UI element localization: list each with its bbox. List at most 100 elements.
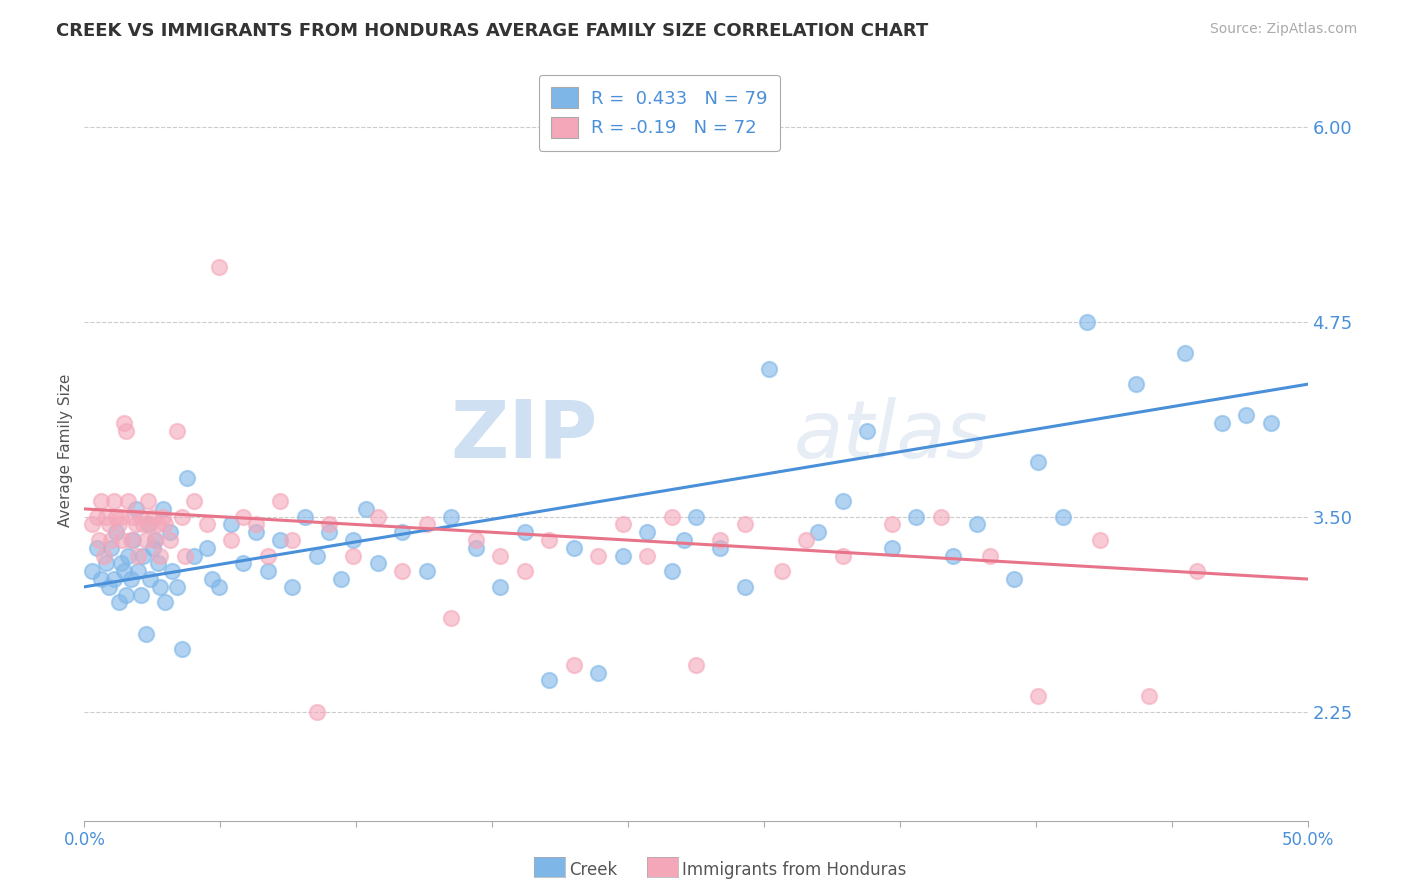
Point [245,517,267,532]
Point [87,533,110,547]
Point [110,557,132,571]
Point [464,541,486,555]
Point [305,705,328,719]
Point [100,541,122,555]
Text: ZIP: ZIP [451,397,598,475]
Point [538,533,561,547]
Point [929,509,952,524]
Point [110,509,132,524]
Point [318,525,340,540]
Point [342,533,364,547]
Point [636,525,658,540]
Legend: R =  0.433   N = 79, R = -0.19   N = 72: R = 0.433 N = 79, R = -0.19 N = 72 [538,75,780,151]
Y-axis label: Average Family Size: Average Family Size [58,374,73,527]
Point [257,564,280,578]
Point [489,549,512,563]
Point [1028,689,1050,703]
Point [734,580,756,594]
Point [127,564,149,578]
Point [86,509,108,524]
Point [1211,416,1233,430]
Point [125,502,148,516]
Point [942,549,965,563]
Point [195,517,218,532]
Point [105,509,128,524]
Point [135,626,157,640]
Point [1088,533,1111,547]
Point [129,509,152,524]
Point [1125,377,1147,392]
Point [794,533,817,547]
Point [115,588,138,602]
Point [127,549,149,563]
Point [257,549,280,563]
Point [880,517,903,532]
Point [172,642,194,657]
Point [464,533,486,547]
Point [219,517,242,532]
Point [166,580,188,594]
Point [294,509,316,524]
Point [612,517,634,532]
Point [136,494,159,508]
Point [183,494,205,508]
Point [342,549,364,563]
Point [173,549,195,563]
Point [149,580,172,594]
Point [208,580,231,594]
Point [172,509,194,524]
Text: atlas: atlas [794,397,988,475]
Point [80,517,103,532]
Point [232,557,254,571]
Point [269,494,291,508]
Point [440,611,463,625]
Point [586,549,609,563]
Point [880,541,903,555]
Point [97,580,120,594]
Point [269,533,291,547]
Point [1002,572,1025,586]
Point [166,424,188,438]
Point [685,657,707,672]
Point [219,533,242,547]
Point [1236,409,1258,423]
Point [709,541,731,555]
Point [734,517,756,532]
Point [159,533,181,547]
Point [146,557,169,571]
Point [129,588,152,602]
Point [538,673,561,688]
Point [391,525,413,540]
Point [966,517,988,532]
Point [162,564,184,578]
Point [391,564,413,578]
Point [117,549,139,563]
Point [139,517,162,532]
Point [513,525,536,540]
Point [661,564,683,578]
Text: Immigrants from Honduras: Immigrants from Honduras [682,861,907,879]
Point [1260,416,1282,430]
Point [132,517,155,532]
Text: CREEK VS IMMIGRANTS FROM HONDURAS AVERAGE FAMILY SIZE CORRELATION CHART: CREEK VS IMMIGRANTS FROM HONDURAS AVERAG… [56,22,928,40]
Point [416,564,439,578]
Point [152,502,174,516]
Point [125,517,148,532]
Point [330,572,353,586]
Point [120,572,142,586]
Point [149,549,172,563]
Point [117,494,139,508]
Point [159,525,181,540]
Point [103,494,125,508]
Point [440,509,463,524]
Point [489,580,512,594]
Point [905,509,928,524]
Point [672,533,695,547]
Point [152,509,174,524]
Point [96,509,118,524]
Point [115,424,138,438]
Point [136,517,159,532]
Point [661,509,683,524]
Point [281,533,304,547]
Point [562,657,585,672]
